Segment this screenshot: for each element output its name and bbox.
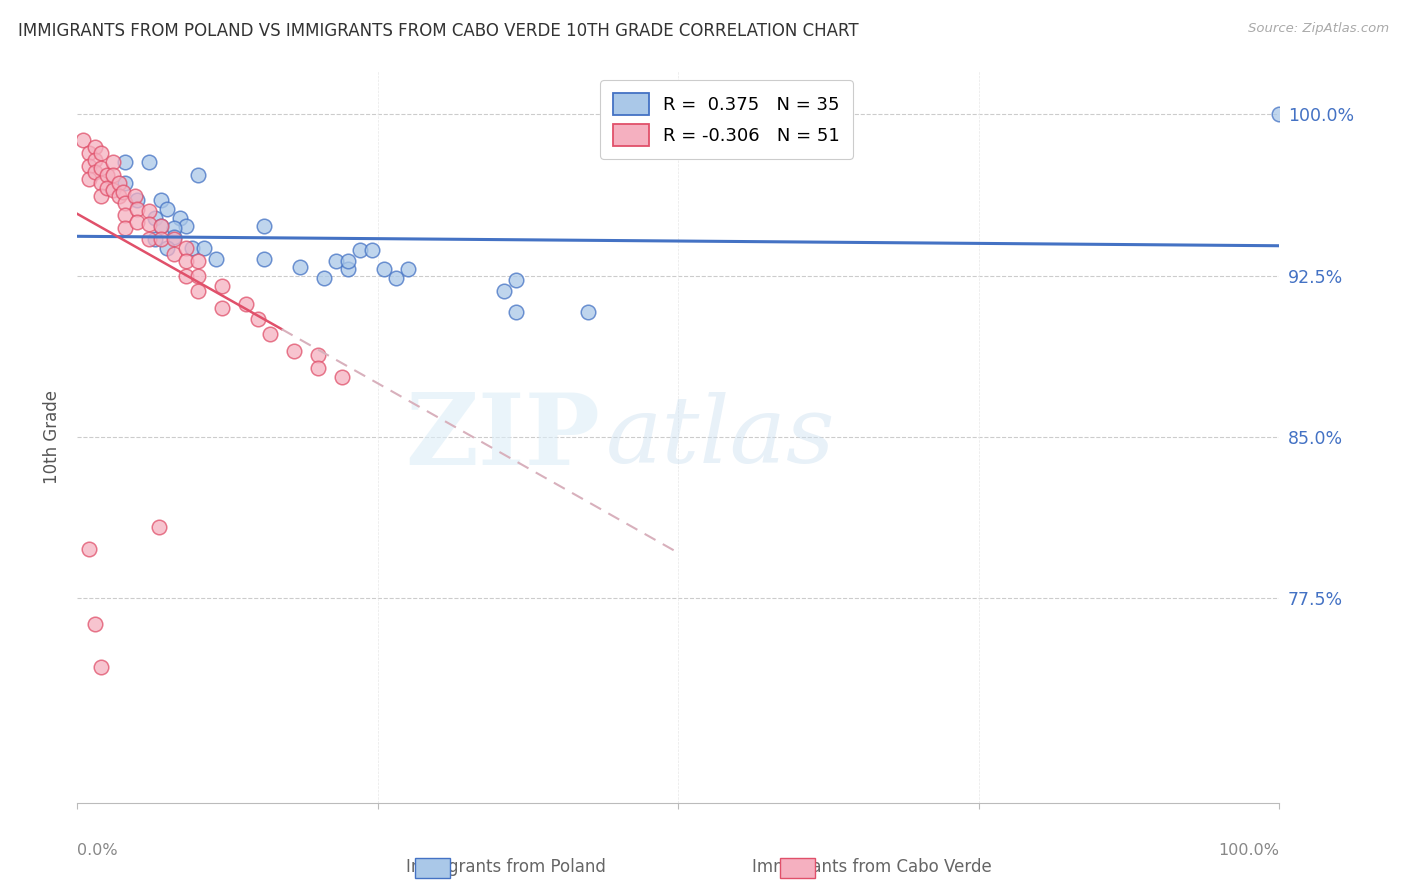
Point [330,369,353,384]
Point [90,146,112,161]
Point [1268,107,1291,121]
Point [349,243,371,257]
Point [162,247,184,261]
Point [108,176,131,190]
Point [84,139,107,153]
Text: Source: ZipAtlas.com: Source: ZipAtlas.com [1249,22,1389,36]
Point [79,541,101,556]
Point [138,154,160,169]
Point [127,215,149,229]
Point [90,176,112,190]
Point [96,168,118,182]
Point [162,230,184,244]
Point [336,262,359,277]
Point [307,361,329,376]
Point [156,241,179,255]
Point [72,133,94,147]
Point [211,279,233,293]
Point [336,253,359,268]
Point [114,195,136,210]
Point [127,202,149,216]
Text: 0.0%: 0.0% [77,843,118,858]
Point [127,194,149,208]
Point [90,660,112,674]
Text: Immigrants from Cabo Verde: Immigrants from Cabo Verde [752,858,991,876]
Text: 100.0%: 100.0% [1219,843,1279,858]
Point [325,253,347,268]
Point [114,221,136,235]
Point [114,209,136,223]
Legend: R =  0.375   N = 35, R = -0.306   N = 51: R = 0.375 N = 35, R = -0.306 N = 51 [600,80,853,159]
Point [84,617,107,632]
Point [169,211,191,225]
Point [312,271,335,285]
Point [307,348,329,362]
Point [187,268,209,283]
Point [253,252,276,266]
Point [114,154,136,169]
Point [193,241,215,255]
Text: IMMIGRANTS FROM POLAND VS IMMIGRANTS FROM CABO VERDE 10TH GRADE CORRELATION CHAR: IMMIGRANTS FROM POLAND VS IMMIGRANTS FRO… [18,22,859,40]
Point [150,219,173,234]
Point [103,168,125,182]
Point [246,311,269,326]
Point [174,268,197,283]
Text: Immigrants from Poland: Immigrants from Poland [406,858,606,876]
Point [79,172,101,186]
Point [259,326,281,341]
Point [79,159,101,173]
Point [156,202,179,216]
Point [148,520,170,534]
Point [174,253,197,268]
Point [253,219,276,234]
Text: ZIP: ZIP [405,389,600,485]
Point [187,168,209,182]
Point [174,219,197,234]
Point [494,284,516,298]
Point [145,211,167,225]
Point [150,219,173,234]
Point [174,241,197,255]
Point [145,232,167,246]
Point [396,262,419,277]
Point [288,260,311,274]
Point [373,262,395,277]
Point [187,253,209,268]
Point [162,221,184,235]
Point [360,243,382,257]
Point [96,180,118,194]
Point [138,204,160,219]
Point [505,305,527,319]
Point [180,241,202,255]
Point [211,301,233,315]
Point [385,271,408,285]
Point [204,252,226,266]
Point [138,232,160,246]
Point [505,273,527,287]
Point [124,189,146,203]
Point [283,344,305,359]
Text: atlas: atlas [606,392,835,482]
Point [111,185,134,199]
Y-axis label: 10th Grade: 10th Grade [44,390,62,484]
Point [150,232,173,246]
Point [150,194,173,208]
Point [103,183,125,197]
Point [84,153,107,167]
Point [162,232,184,246]
Point [114,176,136,190]
Point [576,305,599,319]
Point [108,189,131,203]
Point [187,284,209,298]
Point [84,165,107,179]
Point [90,161,112,176]
Point [90,189,112,203]
Point [103,154,125,169]
Point [138,217,160,231]
Point [235,296,257,310]
Point [79,146,101,161]
